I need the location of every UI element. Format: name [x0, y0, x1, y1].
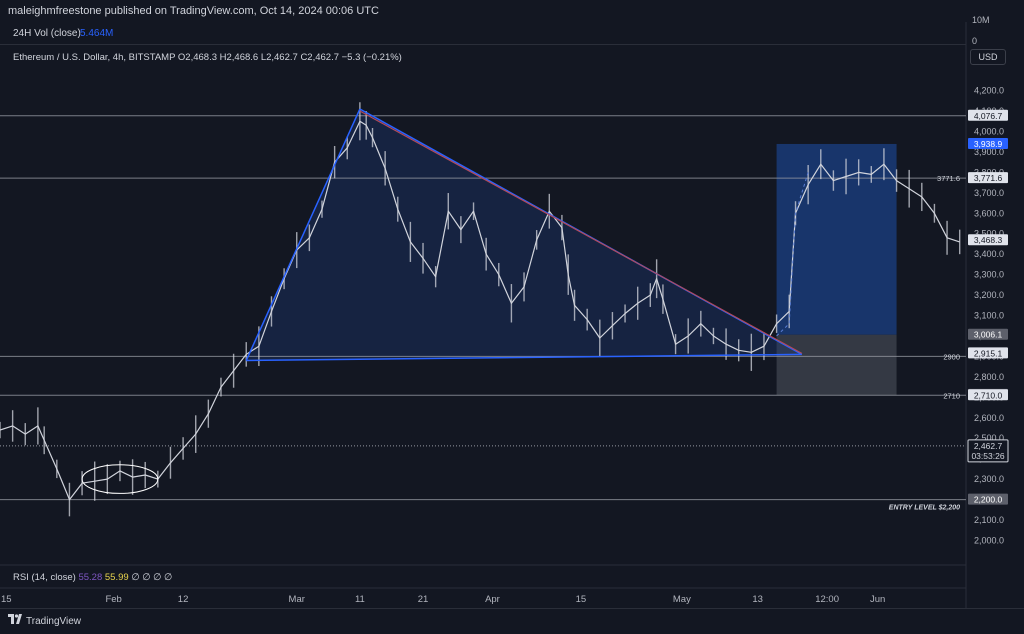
price-tag — [968, 172, 1008, 184]
y-tick-label: 3,900.0 — [974, 147, 1004, 157]
price-tag-label: 2,915.1 — [974, 348, 1003, 358]
volume-label: 24H Vol (close) — [13, 28, 81, 39]
rsi-value-b: 55.99 — [104, 572, 129, 583]
y-tick-label: 4,200.0 — [974, 86, 1004, 96]
price-tag-label: 3,468.3 — [974, 235, 1003, 245]
price-tag-label: 2,462.7 — [974, 441, 1003, 451]
x-tick-label: 12 — [178, 594, 189, 605]
x-tick-label: 12:00 — [815, 594, 839, 605]
y-tick-label: 3,600.0 — [974, 208, 1004, 218]
horizontal-level-label: ENTRY LEVEL $2,200 — [889, 505, 960, 512]
y-tick-label: 2,000.0 — [974, 535, 1004, 545]
price-tag-label: 3,006.1 — [974, 330, 1003, 340]
projection-path — [776, 172, 809, 337]
x-tick-label: 15 — [576, 594, 587, 605]
y-tick-label: 3,100.0 — [974, 311, 1004, 321]
y-tick-label: 3,300.0 — [974, 270, 1004, 280]
y-tick-label: 3,700.0 — [974, 188, 1004, 198]
price-tag-sublabel: 03:53:26 — [971, 451, 1004, 461]
triangle-base-line — [246, 353, 802, 362]
attribution-text: maleighmfreestone published on TradingVi… — [8, 5, 379, 17]
target-zone-box — [776, 143, 897, 335]
y-tick-label: 2,100.0 — [974, 515, 1004, 525]
price-tag — [968, 137, 1008, 149]
x-tick-label: Mar — [289, 594, 305, 605]
price-tag-label: 2,710.0 — [974, 390, 1003, 400]
price-tag — [968, 347, 1008, 359]
triangle-pattern-fill — [246, 108, 802, 361]
price-tag — [968, 389, 1008, 401]
symbol-legend: Ethereum / U.S. Dollar, 4h, BITSTAMP O2,… — [13, 52, 402, 63]
x-tick-label: Feb — [105, 594, 121, 605]
price-tag — [967, 439, 1009, 463]
price-tag — [968, 493, 1008, 505]
y-tick-label: 2,800.0 — [974, 372, 1004, 382]
price-tag-label: 2,200.0 — [974, 495, 1003, 505]
currency-button[interactable]: USD — [970, 49, 1006, 65]
volume-scale-top: 10M — [972, 15, 990, 25]
time-axis[interactable] — [0, 588, 966, 608]
price-tag — [968, 328, 1008, 340]
rsi-extra: ∅ ∅ ∅ ∅ — [131, 572, 173, 583]
price-tag — [968, 109, 1008, 121]
x-tick-label: Jun — [870, 594, 885, 605]
rsi-label-text: RSI (14, close) — [13, 572, 76, 583]
tradingview-logo-icon — [8, 614, 22, 624]
footer-bar — [0, 608, 1024, 634]
x-tick-label: 13 — [752, 594, 763, 605]
red-trendline — [359, 110, 803, 354]
y-tick-label: 3,400.0 — [974, 249, 1004, 259]
x-tick-label: 11 — [355, 594, 365, 605]
y-tick-label: 2,300.0 — [974, 474, 1004, 484]
x-tick-label: 15 — [1, 594, 12, 605]
volume-value: 5.464M — [80, 28, 114, 39]
y-tick-label: 2,500.0 — [974, 433, 1004, 443]
y-tick-label: 3,200.0 — [974, 290, 1004, 300]
price-tag-label: 3,771.6 — [974, 173, 1003, 183]
price-tag-label: 4,076.7 — [974, 111, 1003, 121]
y-tick-label: 2,600.0 — [974, 413, 1004, 423]
footer-brand: TradingView — [26, 616, 82, 627]
stop-zone-box — [776, 334, 897, 395]
horizontal-level-label: 3771.6 — [937, 174, 960, 183]
rsi-legend: RSI (14, close) 55.28 55.99 ∅ ∅ ∅ ∅ — [13, 572, 172, 583]
rsi-value-a: 55.28 — [78, 572, 103, 583]
accumulation-ellipse — [81, 464, 159, 494]
price-tag — [968, 234, 1008, 246]
x-tick-label: May — [673, 594, 691, 605]
y-tick-label: 4,000.0 — [974, 126, 1004, 136]
triangle-left-line — [245, 108, 361, 361]
x-tick-label: Apr — [485, 594, 500, 605]
price-tag-label: 3,938.9 — [974, 139, 1003, 149]
x-tick-label: 21 — [418, 594, 429, 605]
y-tick-label: 3,500.0 — [974, 229, 1004, 239]
volume-scale-zero: 0 — [972, 36, 978, 46]
horizontal-level-label: 2900 — [943, 352, 960, 361]
horizontal-level-label: 2710 — [943, 391, 960, 400]
volume-pane — [0, 22, 966, 45]
